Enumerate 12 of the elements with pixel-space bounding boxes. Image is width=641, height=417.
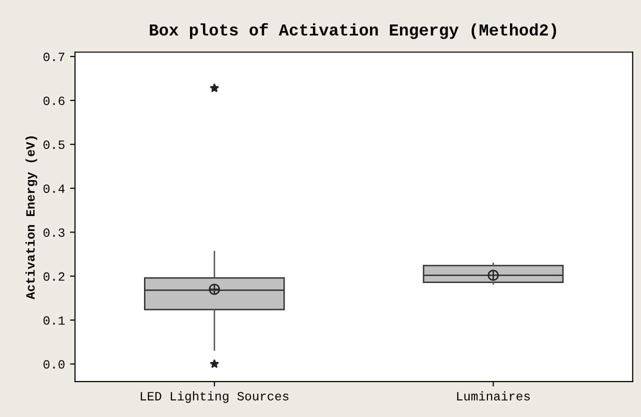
x-tick-label: Luminaires bbox=[457, 391, 530, 400]
y-tick-label: 0.0 bbox=[44, 360, 65, 369]
chart-title: Box plots of Activation Engergy (Method2) bbox=[150, 23, 556, 39]
y-tick-label: 0.7 bbox=[44, 52, 64, 62]
x-tick-label: LED Lighting Sources bbox=[140, 391, 288, 403]
y-axis-title: Activation Energy (eV) bbox=[26, 136, 38, 300]
y-tick-label: 0.2 bbox=[44, 272, 64, 281]
y-tick-label: 0.5 bbox=[44, 140, 64, 150]
y-tick-label: 0.6 bbox=[44, 96, 64, 106]
y-tick-label: 0.3 bbox=[44, 228, 64, 237]
y-tick-label: 0.4 bbox=[44, 184, 65, 193]
y-tick-label: 0.1 bbox=[44, 316, 65, 325]
